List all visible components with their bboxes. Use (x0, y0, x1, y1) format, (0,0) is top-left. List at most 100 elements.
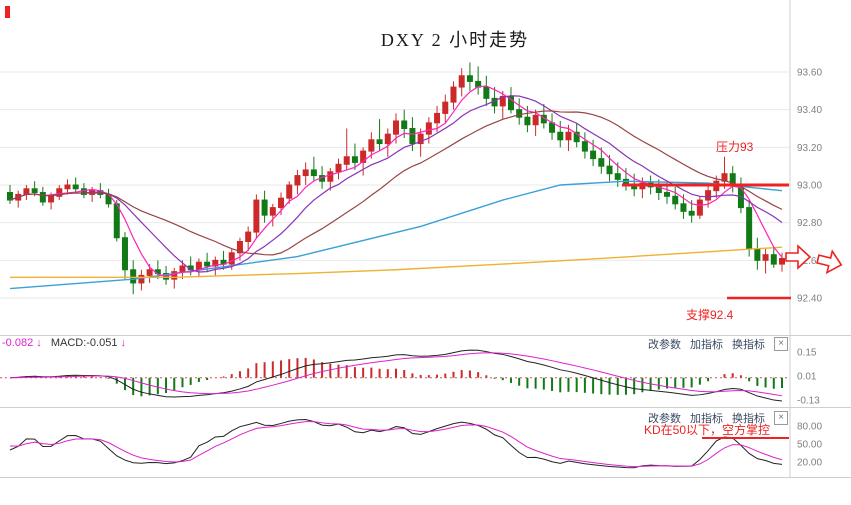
down-arrow-icon: ↓ (36, 337, 42, 349)
candle-body (598, 158, 605, 167)
candle-body (565, 131, 572, 141)
candle-body (179, 265, 186, 273)
switch-indicator-link[interactable]: 换指标 (732, 339, 765, 351)
ma-line-MA-long-blue (9, 180, 783, 290)
candle-body (516, 109, 523, 118)
change-params-link[interactable]: 改参数 (648, 413, 681, 425)
breakout-arrow-icon (816, 249, 843, 275)
candle-body (721, 173, 728, 182)
candle-body (458, 75, 465, 88)
y-tick-label: 50.00 (797, 440, 822, 451)
switch-indicator-link[interactable]: 换指标 (732, 413, 765, 425)
ma-line-MA20 (9, 110, 783, 256)
candle-body (770, 254, 777, 265)
ma-line-MA10 (9, 95, 783, 273)
candle-body (442, 101, 449, 114)
y-tick-label: 80.00 (797, 422, 822, 433)
candle-body (261, 199, 268, 216)
down-arrow-icon: ↓ (120, 337, 127, 349)
candle-body (360, 150, 367, 163)
candle-body (48, 195, 55, 203)
candle-body (680, 203, 687, 212)
candle-body (384, 133, 391, 145)
candle-body (417, 133, 424, 145)
candle-body (23, 188, 30, 195)
d-line (9, 421, 783, 468)
y-tick-label: 92.60 (797, 256, 822, 267)
candle-body (393, 120, 399, 135)
candle-body (39, 192, 46, 203)
y-tick-label: 93.40 (797, 105, 822, 116)
y-tick-label: 92.40 (797, 294, 822, 305)
candle-body (327, 171, 334, 182)
candle-body (130, 269, 137, 284)
y-tick-label: 93.00 (797, 181, 822, 192)
candle-body (688, 210, 695, 216)
axis-labels: 93.60 93.40 93.20 93.00 92.80 92.60 92.40 0.15 0… (797, 68, 822, 469)
candle-body (549, 122, 556, 133)
candle-body (606, 165, 613, 175)
y-tick-label: 93.20 (797, 143, 822, 154)
close-icon[interactable]: × (774, 337, 788, 351)
kd-annotation: KD在50以下，空方掌控 (644, 423, 771, 437)
add-indicator-link[interactable]: 加指标 (690, 413, 723, 425)
candle-body (56, 188, 63, 197)
candle-body (401, 120, 408, 130)
candle-body (705, 190, 712, 201)
add-indicator-link[interactable]: 加指标 (690, 339, 723, 351)
candle-body (31, 188, 38, 194)
candle-body (409, 128, 416, 145)
main-grid (0, 71, 790, 299)
candle-body (368, 139, 375, 152)
dea-line (9, 352, 783, 397)
candle-body (113, 203, 120, 239)
candle-body (779, 257, 785, 265)
breakout-arrow-icon (785, 244, 812, 270)
y-tick-label: 20.00 (797, 458, 822, 469)
candle-body (466, 75, 473, 82)
candle-body (310, 169, 317, 177)
candles (7, 62, 785, 295)
macd-panel (0, 349, 790, 402)
candle-body (204, 261, 211, 267)
k-line (9, 418, 783, 469)
candle-body (581, 141, 588, 152)
macd-value: MACD:-0.051 (50, 337, 118, 349)
support-label: 支撑92.4 (686, 308, 734, 322)
candle-body (302, 169, 309, 177)
candle-body (146, 269, 153, 276)
candle-body (664, 192, 671, 197)
candle-body (762, 254, 769, 261)
candle-body (434, 112, 441, 124)
page-title: DXY 2 小时走势 (380, 30, 530, 50)
candle-body (236, 241, 243, 254)
ma-line-MA-long-orange (10, 246, 783, 278)
candle-body (121, 237, 128, 271)
candle-body (746, 207, 753, 250)
candle-body (253, 199, 260, 233)
y-tick-label: 0.15 (797, 347, 817, 358)
candle-body (696, 199, 703, 216)
kd-panel (9, 418, 783, 469)
candle-body (507, 95, 514, 111)
candle-body (450, 86, 457, 103)
candle-body (64, 184, 71, 190)
y-tick-label: 93.60 (797, 68, 822, 79)
macd-value-label: -0.082 ↓ MACD:-0.051 ↓ (2, 337, 126, 349)
candle-body (532, 114, 539, 126)
candle-body (672, 195, 679, 205)
close-icon[interactable]: × (774, 411, 788, 425)
corner-marker (5, 6, 10, 18)
candle-body (351, 156, 358, 163)
candle-body (7, 192, 13, 201)
candle-body (573, 131, 580, 143)
change-params-link[interactable]: 改参数 (648, 339, 681, 351)
candle-body (278, 197, 285, 209)
y-tick-label: -0.13 (797, 396, 820, 407)
candle-body (483, 86, 490, 99)
candle-body (524, 116, 531, 126)
macd-toolbar: 改参数 加指标 换指标 × (648, 336, 788, 352)
candle-body (557, 131, 564, 141)
candle-body (212, 259, 219, 267)
